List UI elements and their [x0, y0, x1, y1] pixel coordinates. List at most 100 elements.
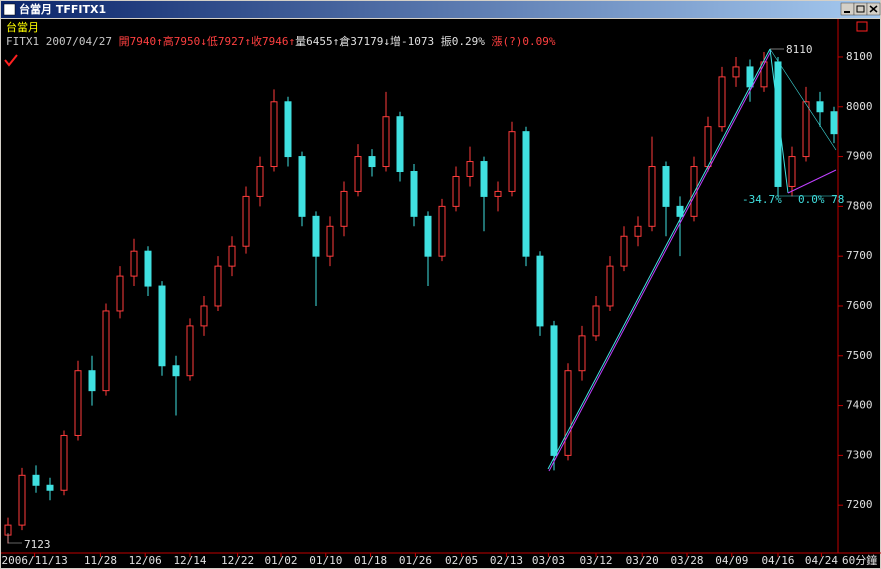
trend-line	[787, 169, 837, 194]
x-tick-label: 01/02	[264, 554, 297, 567]
y-tick-label: 8000	[846, 100, 873, 113]
annotation: -34.7%	[742, 193, 782, 206]
candle-body	[172, 365, 180, 377]
candle-body	[550, 325, 558, 456]
candle-body	[326, 225, 334, 257]
candle-body	[774, 61, 782, 187]
candle-body	[788, 156, 796, 187]
info-segment: FITX1 2007/04/27	[6, 35, 119, 48]
info-segment: 低7927↑	[207, 35, 251, 48]
x-unit: 60分鐘	[842, 553, 877, 567]
candle-body	[564, 370, 572, 456]
corner-icon	[856, 21, 868, 32]
x-tick-label: 03/03	[532, 554, 565, 567]
x-tick-label: 01/26	[399, 554, 432, 567]
maximize-glyph	[856, 5, 865, 13]
annotation: 8110	[786, 43, 813, 56]
app-icon	[3, 3, 16, 16]
x-tick-label: 11/28	[84, 554, 117, 567]
low-marker	[7, 533, 22, 544]
candle-body	[662, 166, 670, 207]
candle-body	[116, 275, 124, 312]
y-tick-label: 7500	[846, 349, 873, 362]
y-tick-label: 7300	[846, 448, 873, 461]
y-tick-label: 7900	[846, 150, 873, 163]
candle-body	[186, 325, 194, 377]
title-bar	[1, 1, 880, 18]
x-tick-label: 04/16	[761, 554, 794, 567]
y-tick-label: 7600	[846, 299, 873, 312]
candle-body	[396, 116, 404, 173]
candle-body	[130, 250, 138, 277]
candle-body	[410, 171, 418, 217]
x-tick-label: 2006/11/13	[1, 554, 67, 567]
info-segment: 收7946↑	[251, 34, 295, 48]
x-tick-label: 03/20	[626, 554, 659, 567]
candle-body	[508, 131, 516, 192]
x-tick-label: 04/24	[805, 554, 838, 567]
candle-body	[60, 434, 68, 491]
candle-body	[522, 131, 530, 257]
chart-title: 台當月	[6, 20, 39, 34]
candle-body	[592, 305, 600, 337]
annotation: 0.0% 78	[798, 193, 844, 206]
trend-line	[547, 48, 771, 470]
candle-body	[578, 335, 586, 372]
candle-body	[802, 101, 810, 158]
candle-body	[676, 205, 684, 217]
candle-body	[690, 166, 698, 217]
maximize-button[interactable]	[853, 2, 868, 16]
minimize-button[interactable]	[840, 2, 855, 16]
candle-body	[340, 190, 348, 227]
candle-body	[298, 156, 306, 217]
x-tick-label: 12/14	[173, 554, 206, 567]
x-tick-label: 12/22	[221, 554, 254, 567]
candle-body	[312, 215, 320, 257]
candle-body	[718, 76, 726, 128]
candle-body	[214, 265, 222, 307]
candle-body	[368, 156, 376, 168]
trend-line	[769, 48, 789, 194]
annotation: 7123	[24, 538, 51, 551]
candle-body	[242, 195, 250, 247]
info-segment: 漲(?)0.09%	[491, 35, 555, 48]
candle-body	[102, 310, 110, 392]
info-segment: 開7940↑	[119, 35, 163, 48]
candle-body	[816, 101, 824, 113]
window-title: 台當月 TFFITX1	[19, 2, 106, 16]
close-glyph	[869, 5, 878, 13]
candle-body	[438, 205, 446, 257]
candle-body	[480, 161, 488, 197]
info-line: FITX1 2007/04/27 開7940↑高7950↓低7927↑收7946…	[6, 34, 556, 48]
y-tick-label: 7800	[846, 199, 873, 212]
x-tick-label: 12/06	[129, 554, 162, 567]
info-segment: 高7950↓	[163, 34, 207, 48]
x-tick-label: 02/13	[490, 554, 523, 567]
trend-line	[769, 48, 837, 151]
candle-body	[424, 215, 432, 257]
candle-body	[830, 111, 838, 135]
chart-background	[1, 19, 880, 568]
candle-body	[466, 161, 474, 177]
candle-body	[732, 66, 740, 78]
y-tick-label: 7400	[846, 399, 873, 412]
candle-body	[494, 190, 502, 197]
candle-body	[256, 166, 264, 197]
y-tick-label: 8100	[846, 50, 873, 63]
candle-body	[228, 245, 236, 267]
candle-body	[158, 285, 166, 367]
candle-body	[74, 370, 82, 436]
candle-body	[88, 370, 96, 392]
candle-body	[760, 61, 768, 88]
x-tick-label: 01/18	[354, 554, 387, 567]
candle-body	[452, 175, 460, 207]
candle-body	[634, 225, 642, 237]
candle-body	[620, 235, 628, 267]
candle-body	[606, 265, 614, 307]
candle-body	[284, 101, 292, 158]
candle-body	[46, 484, 54, 491]
x-tick-label: 04/09	[715, 554, 748, 567]
y-tick-label: 7200	[846, 498, 873, 511]
